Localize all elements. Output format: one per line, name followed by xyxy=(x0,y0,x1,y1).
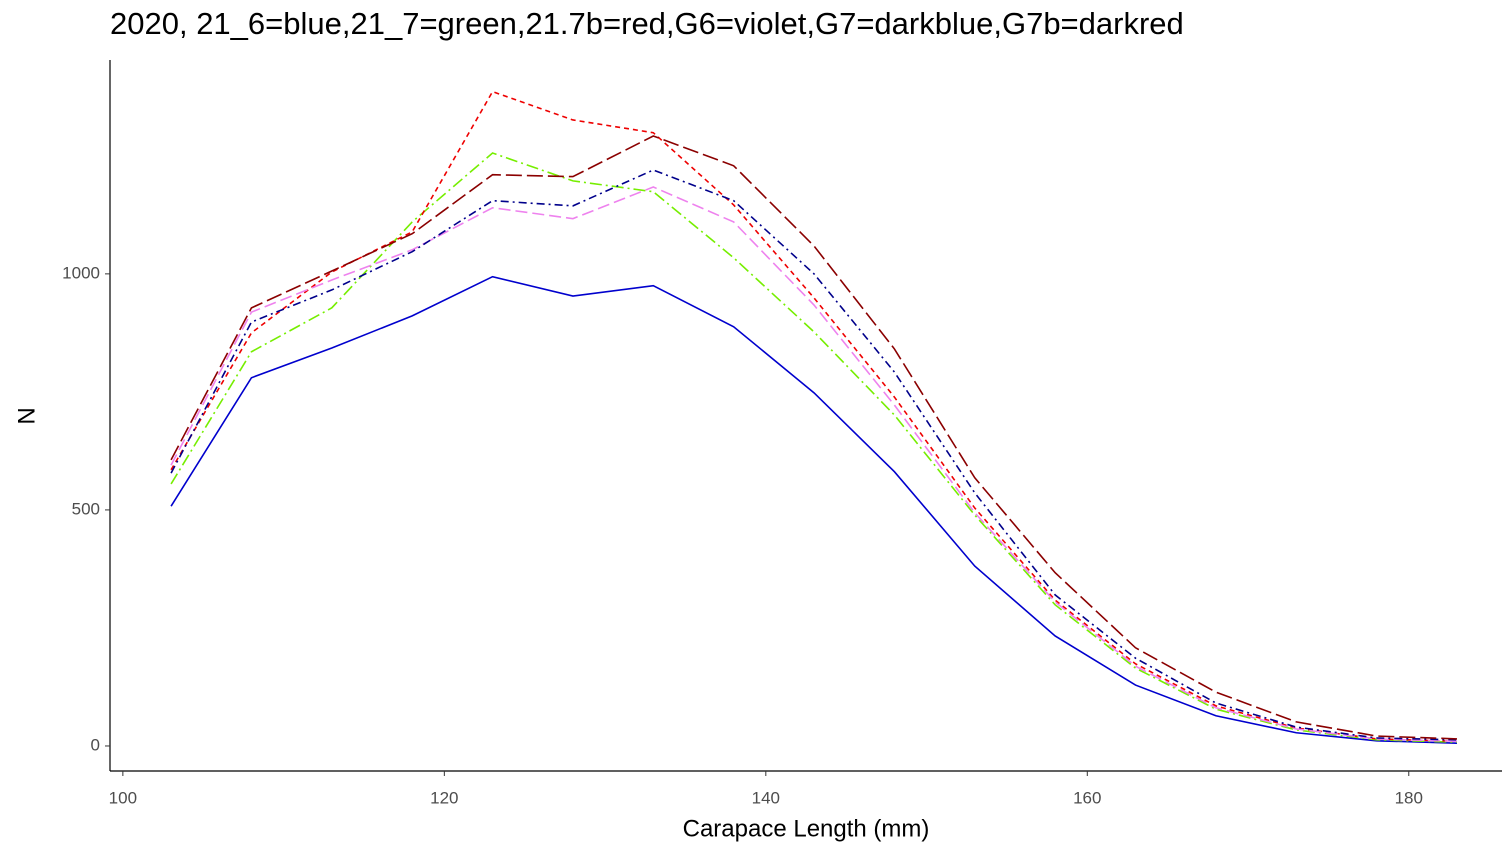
x-tick-label: 160 xyxy=(1073,788,1101,807)
y-tick-label: 0 xyxy=(91,735,100,754)
chart-title: 2020, 21_6=blue,21_7=green,21.7b=red,G6=… xyxy=(110,6,1184,41)
x-tick-label: 140 xyxy=(752,788,780,807)
series-line xyxy=(170,135,1458,740)
y-tick-label: 500 xyxy=(72,499,100,518)
y-tick-label: 1000 xyxy=(62,263,100,282)
series-line xyxy=(170,186,1458,743)
x-tick-label: 180 xyxy=(1395,788,1423,807)
series-line xyxy=(170,275,1458,744)
series-line xyxy=(170,169,1458,741)
x-tick-label: 120 xyxy=(430,788,458,807)
y-axis-title: N xyxy=(13,407,40,424)
series-line xyxy=(170,152,1458,744)
x-tick-label: 100 xyxy=(109,788,137,807)
x-axis-title: Carapace Length (mm) xyxy=(683,815,930,842)
series-line xyxy=(170,90,1458,743)
